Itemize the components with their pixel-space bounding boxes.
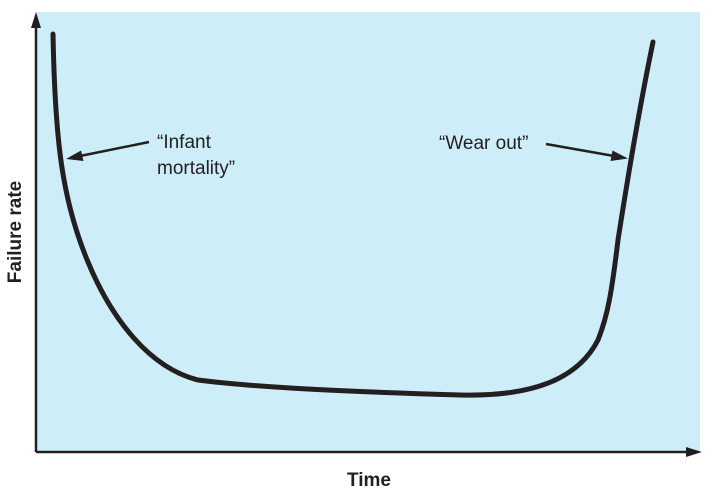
plot-area <box>36 12 700 452</box>
infant-mortality-pointer-line <box>79 140 150 158</box>
failure-rate-curve <box>50 31 656 398</box>
x-axis-arrowhead <box>686 447 702 457</box>
wear-out-label: “Wear out” <box>439 133 528 154</box>
wear-out-pointer-arrowhead <box>610 150 628 161</box>
x-axis-label: Time <box>347 470 391 491</box>
infant-mortality-label-line2: mortality” <box>157 158 235 179</box>
wear-out-pointer-line <box>545 142 615 158</box>
infant-mortality-pointer-arrowhead <box>66 150 84 161</box>
y-axis-label: Failure rate <box>5 181 26 283</box>
y-axis-arrowhead <box>31 12 41 28</box>
infant-mortality-label-line1: “Infant <box>157 132 212 153</box>
